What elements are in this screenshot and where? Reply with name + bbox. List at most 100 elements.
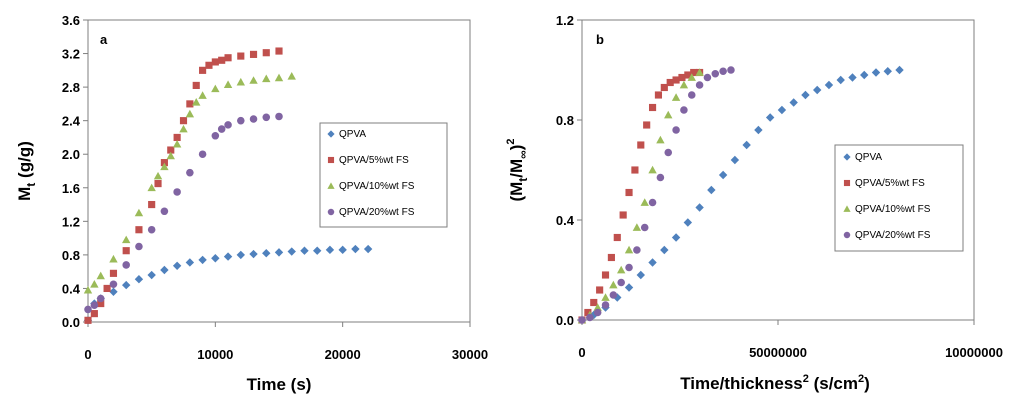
chart-a-data-point [218, 56, 226, 64]
chart-a-legend: QPVA QPVA/5%wt FS QPVA/10%wt FS QPVA/20%wt … [319, 122, 448, 228]
chart-a-data-point [122, 247, 130, 255]
chart-b-data-point [609, 291, 618, 299]
chart-a-legend-marker [327, 182, 335, 189]
chart-b-x-tick-label: 0 [578, 345, 585, 360]
chart-b-data-point [727, 66, 735, 74]
chart-a-data-point [198, 255, 207, 265]
chart-b-data-point [695, 81, 704, 89]
chart-b-data-point [632, 223, 642, 231]
chart-b-y-label-mid: /M [507, 159, 526, 178]
chart-b-legend-marker [843, 205, 851, 212]
chart-b-data-point [640, 223, 649, 232]
chart-b-y-label-open: (M [507, 182, 526, 202]
chart-b-data-point [679, 80, 689, 89]
chart-b-data-point [619, 211, 627, 219]
chart-a-data-point [96, 271, 105, 280]
chart-b-data-point [601, 293, 610, 301]
chart-b-data-point [824, 80, 834, 90]
chart-a-data-point [167, 146, 175, 154]
chart-b-data-point [617, 265, 626, 274]
chart-a-data-point [236, 77, 245, 86]
chart-b-data-point [643, 121, 651, 129]
chart-a-legend-marker [327, 130, 335, 138]
chart-b-legend-label: QPVA/20%wt FS [855, 230, 931, 241]
chart-b-data-point [707, 185, 716, 195]
chart-a-data-point [192, 98, 201, 106]
chart-a-data-point [205, 61, 213, 69]
chart-b-data-point [664, 110, 673, 119]
chart-a-x-tick-label: 30000 [452, 347, 488, 362]
chart-a-x-label: Time (s) [247, 375, 312, 394]
chart-b-data-point [703, 73, 712, 82]
chart-a-data-point [198, 150, 207, 159]
chart-b-data-point [660, 83, 668, 92]
chart-a-data-point [147, 225, 156, 234]
chart-b-x-label-main: Time/thickness [680, 374, 803, 393]
chart-a-data-point [179, 124, 188, 133]
chart-b-series-3 [578, 66, 735, 324]
chart-a-data-point [237, 52, 245, 60]
chart-b-data-point [624, 245, 634, 254]
chart-b-data-point [664, 148, 673, 157]
chart-b-y-tick-label: 1.2 [556, 13, 574, 28]
chart-b-data-point [719, 67, 727, 76]
chart-b-x-tick-label: 50000000 [749, 345, 807, 360]
chart-a-data-point [275, 47, 283, 55]
chart-b-y-label-sup: 2 [505, 138, 517, 144]
chart-a-data-point [135, 226, 143, 234]
chart-a-data-point [134, 275, 144, 284]
chart-a-data-point [147, 183, 156, 192]
chart-a-series-3 [84, 112, 283, 314]
chart-b-data-point [609, 280, 618, 289]
chart-a-data-point [90, 301, 99, 310]
chart-b-x-label-unit-sup: 2 [858, 373, 864, 385]
chart-b-data-point [695, 68, 704, 76]
chart-a-data-point [109, 287, 118, 296]
chart-b-y-label-sub2: ∞ [516, 150, 530, 159]
chart-a-series-2 [83, 72, 296, 294]
chart-a-data-point [192, 81, 200, 90]
chart-a-data-point [338, 245, 347, 255]
chart-b-data-point [636, 270, 645, 280]
chart-a-data-point [249, 76, 258, 84]
chart-b-data-point [678, 73, 686, 82]
chart-a-data-point [153, 171, 163, 180]
chart-b-data-point [648, 103, 657, 112]
chart-a-legend-marker [327, 156, 335, 164]
chart-b-data-point [584, 308, 592, 317]
chart-b-data-point [718, 170, 728, 180]
chart-a-data-point [83, 285, 93, 294]
chart-b-legend-marker [843, 231, 851, 239]
chart-a-data-point [90, 280, 99, 288]
chart-b-data-point [656, 173, 665, 182]
chart-b-data-point [690, 68, 698, 77]
chart-a-data-point [300, 246, 309, 255]
chart-a-data-point [122, 280, 131, 290]
chart-b-data-point [813, 85, 822, 95]
chart-a-y-tick-label: 1.6 [62, 181, 80, 196]
chart-a-legend-label: QPVA/10%wt FS [339, 181, 415, 192]
chart-a-x-tick-label: 10000 [197, 347, 233, 362]
chart-a-y-label-main: M [15, 187, 34, 201]
chart-a-data-point [122, 235, 131, 244]
chart-a-data-point [199, 66, 207, 74]
chart-b-data-point [754, 125, 763, 135]
chart-a-y-tick-label: 2.0 [62, 147, 80, 162]
chart-b-data-point [684, 71, 692, 79]
chart-a-data-point [173, 188, 181, 196]
chart-a-y-label-sub: t [24, 183, 38, 187]
chart-b-data-point [601, 301, 610, 309]
chart-a-data-point [275, 112, 283, 121]
chart-b-y-label-close: ) [507, 145, 526, 151]
chart-b-data-point [672, 76, 680, 84]
chart-b-x-ticks: 0 50000000 10000000 [578, 320, 1003, 360]
chart-b-data-point [648, 165, 657, 174]
chart-b: 0 50000000 10000000 0.0 0.4 0.8 1.2 b Time/th… [505, 13, 1003, 393]
chart-a: 0 10000 20000 30000 0.0 0.4 0.8 1.2 1.6 2.0 2.4 2.… [15, 13, 488, 394]
chart-b-data-point [596, 286, 604, 294]
chart-b-data-point [648, 198, 657, 207]
chart-a-x-tick-label: 20000 [325, 347, 361, 362]
chart-b-legend-items: QPVA QPVA/5%wt FS QPVA/10%wt FS QPVA/20%wt … [843, 152, 931, 241]
chart-a-data-point [211, 131, 220, 140]
